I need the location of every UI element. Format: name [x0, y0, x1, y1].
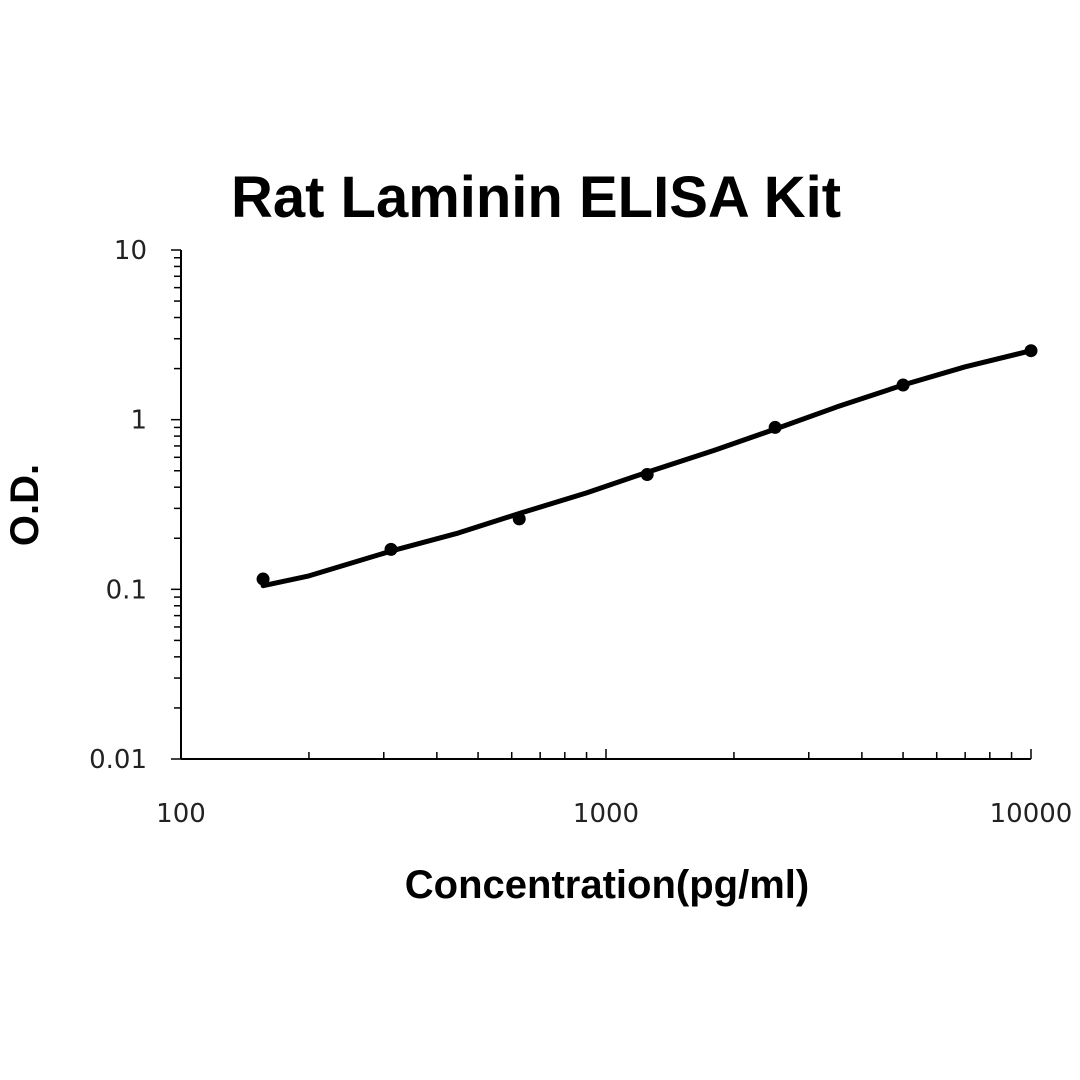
- y-tick-label: 0.1: [106, 575, 147, 605]
- x-tick-label: 10000: [990, 799, 1073, 829]
- data-point: [512, 512, 526, 526]
- chart-title: Rat Laminin ELISA Kit: [231, 165, 841, 230]
- data-point: [768, 420, 782, 434]
- data-point: [384, 542, 398, 556]
- y-tick-label: 10: [114, 236, 147, 266]
- axis-ticks: [171, 249, 1032, 760]
- data-points-layer: [256, 344, 1038, 586]
- x-tick-label: 100: [156, 799, 206, 829]
- y-axis-title: O.D.: [3, 464, 47, 546]
- x-tick-label: 1000: [573, 799, 639, 829]
- data-point: [640, 468, 654, 482]
- y-tick-label: 1: [130, 406, 147, 436]
- y-tick-label: 0.01: [89, 745, 147, 775]
- data-point: [896, 378, 910, 392]
- x-axis-title: Concentration(pg/ml): [405, 863, 809, 907]
- data-point: [1024, 344, 1038, 358]
- tick-labels: 0.01 0.1 1 10 100 1000 10000: [89, 236, 1072, 829]
- data-point: [256, 572, 270, 586]
